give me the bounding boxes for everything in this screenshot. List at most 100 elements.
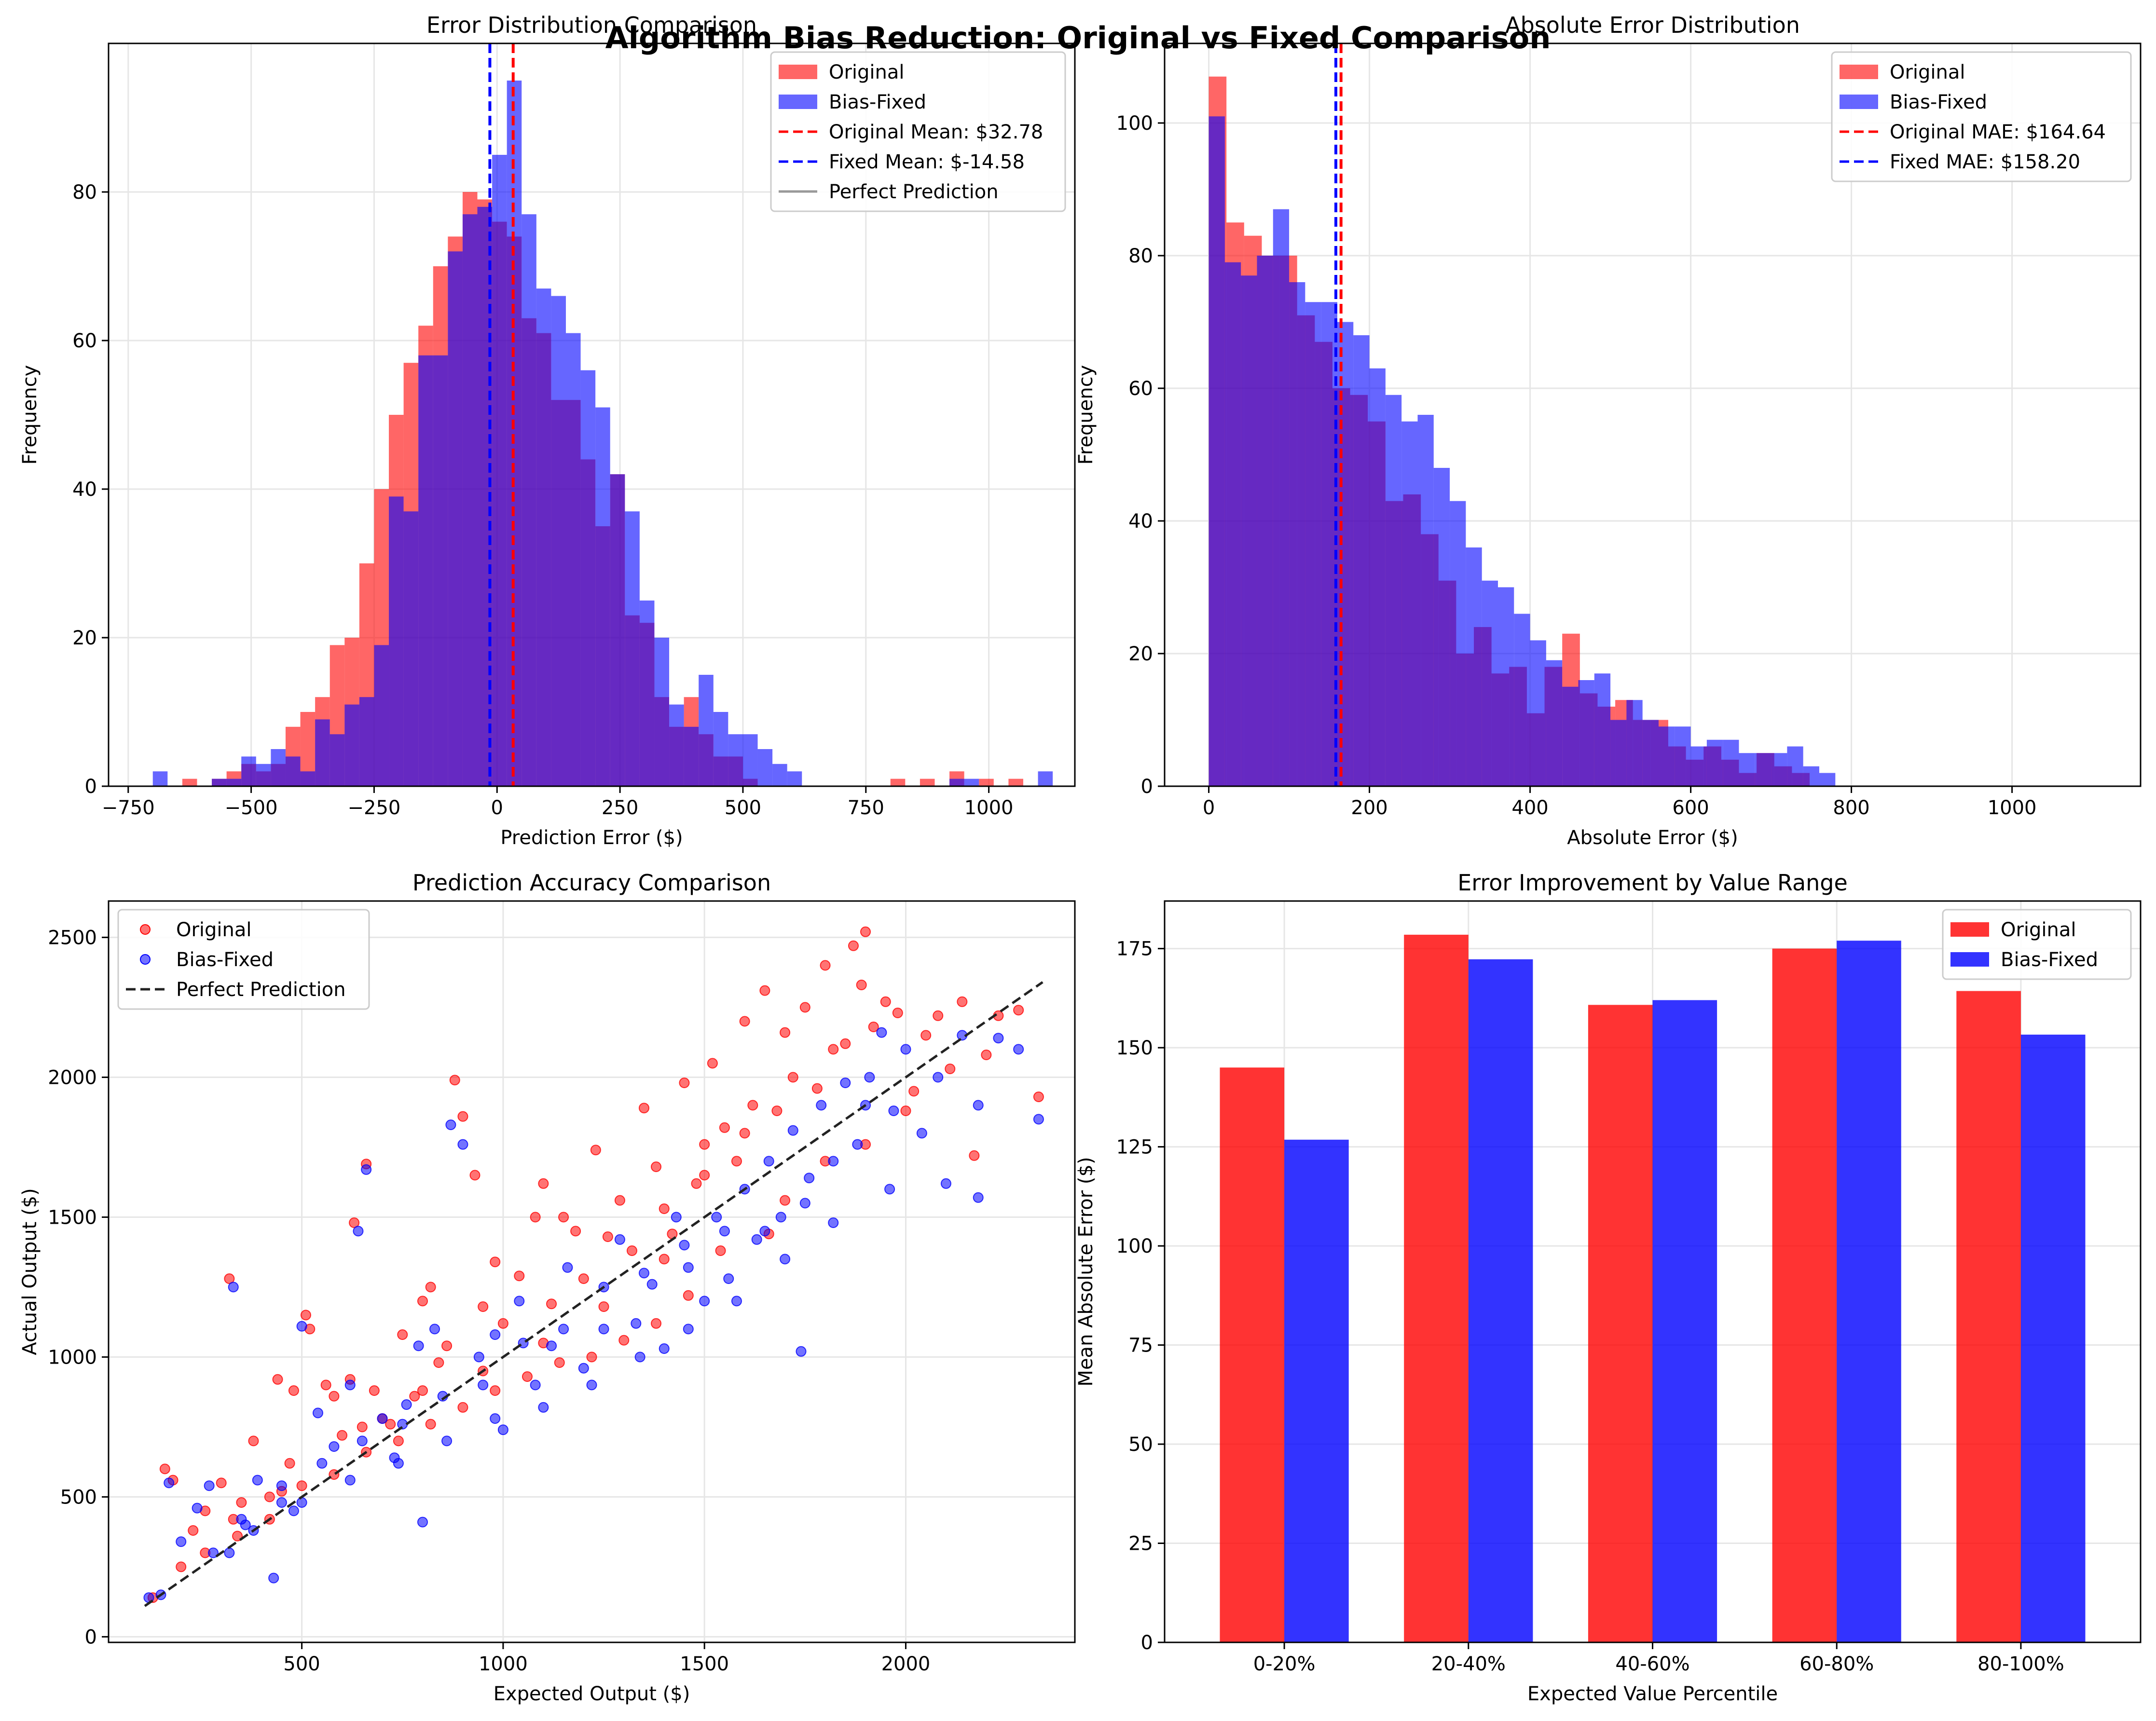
- histogram-bar: [551, 296, 566, 786]
- histogram-bar: [226, 779, 242, 786]
- x-tick-label: −250: [348, 797, 401, 819]
- x-tick-label: 600: [1672, 797, 1709, 819]
- y-tick-label: 125: [1116, 1136, 1153, 1159]
- scatter-point: [683, 1324, 694, 1335]
- x-tick-label: 0: [1203, 797, 1215, 819]
- x-tick-label: 250: [602, 797, 638, 819]
- histogram-bar: [1771, 753, 1787, 786]
- scatter-point: [586, 1352, 597, 1363]
- histogram-bar: [389, 496, 404, 786]
- scatter-point: [828, 1044, 839, 1055]
- scatter-point: [598, 1301, 609, 1312]
- scatter-point: [232, 1530, 243, 1542]
- y-tick-label: 0: [85, 1626, 97, 1648]
- scatter-point: [1013, 1005, 1024, 1016]
- scatter-point: [780, 1254, 791, 1265]
- scatter-point: [296, 1497, 307, 1508]
- bar: [1588, 1005, 1653, 1642]
- histogram-bar: [1353, 335, 1370, 786]
- legend-box: [1942, 909, 2132, 980]
- scatter-point: [973, 1192, 984, 1203]
- scatter-point: [747, 1100, 758, 1111]
- scatter-point: [497, 1318, 508, 1329]
- scatter-point: [514, 1270, 525, 1282]
- x-axis-label: Prediction Error ($): [500, 827, 683, 849]
- bar: [1468, 959, 1533, 1642]
- scatter-point: [349, 1217, 360, 1228]
- scatter-point: [204, 1480, 215, 1491]
- legend-label: Bias-Fixed: [1890, 91, 1987, 113]
- histogram-bar: [772, 764, 787, 786]
- scatter-point: [840, 1038, 851, 1049]
- scatter-point: [457, 1139, 468, 1150]
- x-tick-label: 200: [1351, 797, 1387, 819]
- scatter-point: [739, 1128, 750, 1139]
- scatter-point: [771, 1106, 783, 1116]
- scatter-point: [478, 1301, 489, 1312]
- x-tick-label: 80-100%: [1977, 1653, 2064, 1675]
- y-tick-label: 1000: [48, 1346, 97, 1368]
- x-tick-label: −500: [225, 797, 278, 819]
- legend-box: [117, 909, 370, 1010]
- x-tick-label: 60-80%: [1799, 1653, 1874, 1675]
- perfect-prediction-line: [144, 981, 1044, 1607]
- legend-label: Original: [1890, 61, 1965, 83]
- histogram-bar: [1787, 746, 1803, 786]
- histogram-bar: [359, 697, 374, 786]
- y-tick-label: 80: [1128, 245, 1153, 267]
- bar: [1404, 934, 1469, 1642]
- histogram-bar: [1497, 587, 1514, 786]
- legend-label: Bias-Fixed: [829, 91, 926, 113]
- y-axis-label: Mean Absolute Error ($): [1075, 1157, 1097, 1386]
- scatter-point: [719, 1122, 730, 1133]
- bar: [1956, 991, 2021, 1642]
- bar: [1284, 1139, 1349, 1642]
- legend-marker: [140, 924, 151, 935]
- scatter-point: [796, 1346, 807, 1357]
- histogram-bar: [271, 749, 286, 786]
- scatter-point: [284, 1458, 295, 1469]
- scatter-point: [614, 1195, 625, 1206]
- scatter-point: [337, 1430, 348, 1441]
- scatter-point: [429, 1324, 440, 1335]
- y-tick-label: 80: [72, 181, 97, 204]
- scatter-point: [900, 1106, 911, 1116]
- scatter-point: [425, 1419, 436, 1430]
- scatter-point: [296, 1321, 307, 1332]
- histogram-bar: [285, 756, 301, 786]
- scatter-point: [192, 1502, 203, 1514]
- bar: [1837, 941, 1901, 1642]
- scatter-point: [224, 1547, 235, 1558]
- scatter-point: [417, 1385, 428, 1396]
- histogram-bar: [1562, 686, 1579, 786]
- series-bias-fixed: [1208, 116, 1836, 786]
- y-tick-label: 0: [1141, 1632, 1153, 1654]
- scatter-point: [699, 1139, 710, 1150]
- scatter-point: [711, 1212, 722, 1223]
- histogram-bar: [241, 756, 256, 786]
- scatter-point: [413, 1340, 424, 1352]
- histogram-bar: [920, 779, 935, 786]
- scatter-point: [490, 1257, 501, 1268]
- scatter-point: [248, 1435, 259, 1447]
- legend-label: Original: [829, 61, 905, 83]
- histogram-bar: [565, 333, 581, 786]
- histogram-bar: [949, 779, 964, 786]
- scatter-point: [546, 1298, 557, 1310]
- series-bias-fixed: [1284, 941, 2086, 1642]
- scatter-point: [300, 1310, 311, 1321]
- histogram-bar: [1594, 673, 1611, 786]
- scatter-point: [860, 926, 871, 937]
- histogram-bar: [448, 251, 463, 787]
- scatter-point: [799, 1002, 810, 1013]
- scatter-point: [288, 1505, 299, 1516]
- x-tick-label: 1000: [1988, 797, 2037, 819]
- x-tick-label: 400: [1511, 797, 1548, 819]
- scatter-point: [848, 940, 859, 951]
- scatter-point: [538, 1402, 549, 1413]
- scatter-point: [900, 1044, 911, 1055]
- histogram-bar: [1530, 640, 1546, 786]
- y-tick-label: 100: [1116, 112, 1153, 135]
- histogram-bar: [1289, 282, 1305, 786]
